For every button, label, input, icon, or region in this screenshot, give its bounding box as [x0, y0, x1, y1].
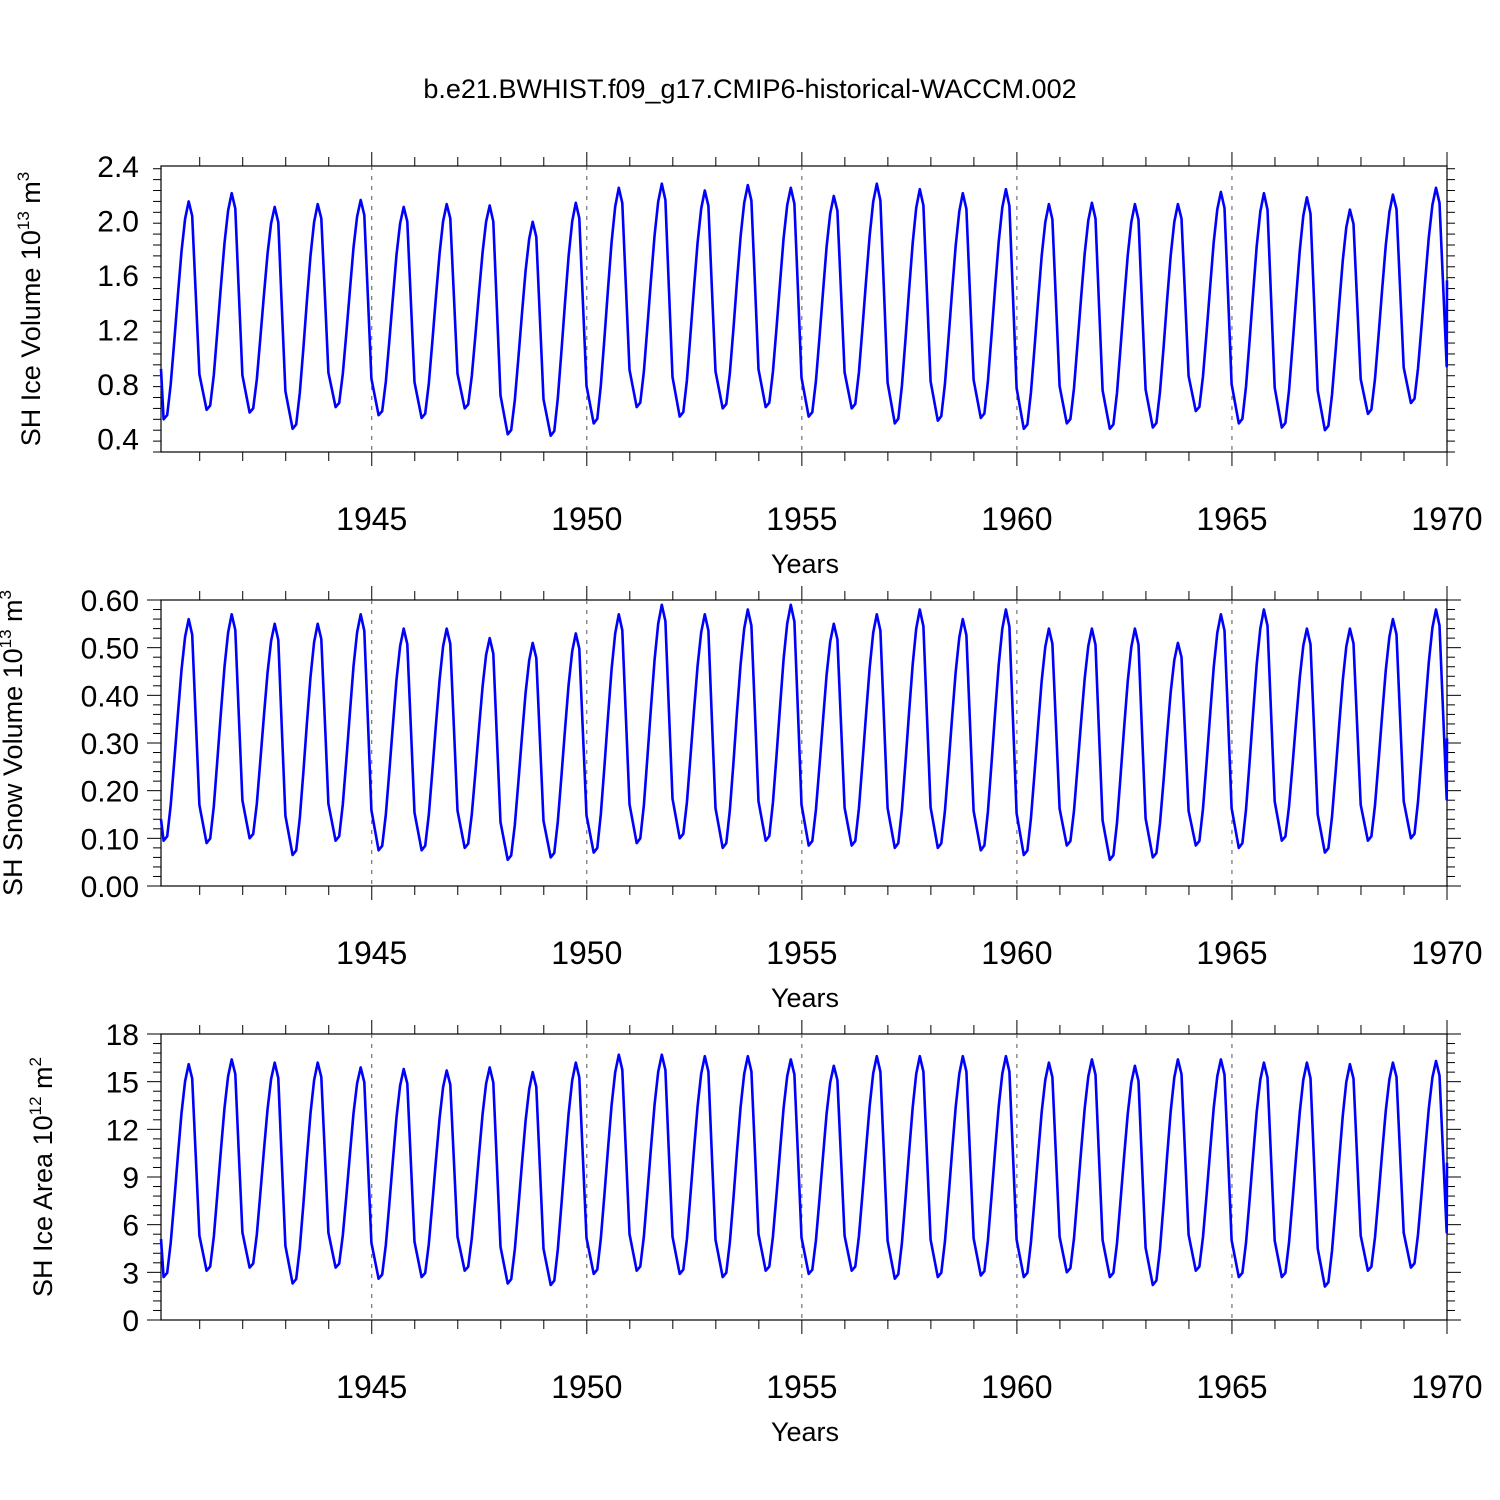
y-tick-label: 1.6 [97, 260, 139, 293]
y-tick-label: 0.60 [81, 585, 139, 618]
x-tick-label: 1955 [766, 935, 837, 971]
x-tick-label: 1960 [981, 1369, 1052, 1405]
panel-ice-area: 0 3 6 9 12 15 18 1945 1950 1955 1960 1965 1970 Years S… [26, 1019, 1483, 1447]
y-tick-label: 0.8 [97, 369, 139, 402]
x-tick-label: 1945 [336, 1369, 407, 1405]
x-tick-label: 1970 [1411, 935, 1482, 971]
plot-frame [160, 1033, 1448, 1321]
x-tick-label: 1965 [1196, 1369, 1267, 1405]
y-tick-label: 0.00 [81, 871, 139, 904]
y-tick-label: 0 [122, 1305, 139, 1338]
panel-snow-volume: 0.00 0.10 0.20 0.30 0.40 0.50 0.60 1945 1950 1955… [0, 585, 1483, 1013]
panel-ice-volume: 0.4 0.8 1.2 1.6 2.0 2.4 1945 1950 1955 1960 1965 19… [14, 151, 1483, 579]
y-tick-label: 15 [106, 1067, 139, 1100]
x-tick-label: 1950 [551, 501, 622, 537]
y-axis-title: SH Ice Area 1012 m2 [26, 1057, 58, 1297]
x-tick-label: 1970 [1411, 501, 1482, 537]
y-tick-label: 0.30 [81, 728, 139, 761]
y-tick-label: 2.4 [97, 151, 139, 184]
y-axis-title: SH Ice Volume 1013 m3 [14, 172, 46, 447]
y-tick-label: 9 [122, 1162, 139, 1195]
x-axis-title: Years [771, 1417, 839, 1447]
y-tick-label: 3 [122, 1257, 139, 1290]
x-tick-label: 1960 [981, 935, 1052, 971]
figure-title: b.e21.BWHIST.f09_g17.CMIP6-historical-WA… [423, 74, 1077, 104]
x-tick-label: 1955 [766, 1369, 837, 1405]
y-tick-label: 0.20 [81, 776, 139, 809]
y-tick-label: 2.0 [97, 205, 139, 238]
x-tick-label: 1945 [336, 501, 407, 537]
plot-frame [160, 599, 1448, 887]
plot-frame [160, 165, 1448, 453]
x-axis-title: Years [771, 983, 839, 1013]
series-line-snow-volume [159, 603, 1449, 862]
y-tick-label: 0.40 [81, 680, 139, 713]
x-tick-label: 1965 [1196, 935, 1267, 971]
series-line-ice-area [159, 1053, 1449, 1288]
y-axis-title: SH Snow Volume 1013 m3 [0, 590, 28, 896]
x-tick-label: 1960 [981, 501, 1052, 537]
y-tick-label: 6 [122, 1210, 139, 1243]
x-tick-label: 1945 [336, 935, 407, 971]
x-tick-label: 1955 [766, 501, 837, 537]
y-tick-label: 1.2 [97, 314, 139, 347]
y-tick-label: 0.4 [97, 423, 139, 456]
x-axis-title: Years [771, 549, 839, 579]
series-line-ice-volume [159, 182, 1449, 437]
x-tick-label: 1970 [1411, 1369, 1482, 1405]
y-tick-label: 0.50 [81, 633, 139, 666]
y-tick-label: 18 [106, 1019, 139, 1052]
y-tick-label: 12 [106, 1114, 139, 1147]
x-tick-label: 1950 [551, 1369, 622, 1405]
x-tick-label: 1950 [551, 935, 622, 971]
y-tick-label: 0.10 [81, 823, 139, 856]
x-tick-label: 1965 [1196, 501, 1267, 537]
